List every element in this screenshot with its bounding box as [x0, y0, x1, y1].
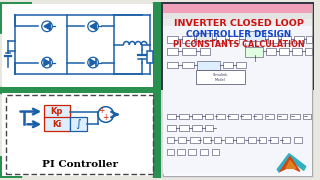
Bar: [163, 13, 312, 19]
Text: PI Controller: PI Controller: [42, 160, 118, 169]
Bar: [259, 137, 267, 143]
Bar: [205, 125, 212, 131]
Text: Ki: Ki: [52, 120, 61, 129]
Bar: [161, 2, 314, 90]
Text: CONTROLLER DESIGN: CONTROLLER DESIGN: [187, 30, 292, 39]
Bar: [179, 125, 189, 131]
Bar: [166, 62, 178, 68]
Wedge shape: [286, 2, 314, 29]
Bar: [236, 62, 246, 68]
Bar: [305, 48, 312, 55]
Polygon shape: [90, 59, 96, 66]
Bar: [182, 62, 194, 68]
Wedge shape: [0, 157, 21, 178]
Wedge shape: [0, 2, 31, 33]
Bar: [2, 93, 153, 176]
Bar: [196, 70, 245, 84]
Bar: [161, 2, 314, 178]
FancyBboxPatch shape: [69, 117, 87, 131]
Bar: [177, 149, 185, 155]
Bar: [166, 137, 174, 143]
Polygon shape: [90, 23, 96, 30]
Bar: [216, 114, 225, 119]
Bar: [182, 36, 194, 43]
Bar: [270, 137, 278, 143]
Bar: [166, 114, 176, 119]
Bar: [229, 36, 239, 43]
Bar: [277, 114, 287, 119]
Bar: [225, 137, 233, 143]
Bar: [303, 114, 311, 119]
Bar: [254, 114, 261, 119]
Bar: [179, 114, 189, 119]
Bar: [294, 36, 304, 43]
Bar: [200, 149, 208, 155]
Text: +: +: [103, 113, 109, 122]
Bar: [294, 137, 302, 143]
Bar: [213, 137, 221, 143]
Bar: [166, 125, 176, 131]
Bar: [265, 114, 274, 119]
Bar: [241, 114, 251, 119]
Text: Kp: Kp: [51, 107, 63, 116]
Bar: [236, 137, 244, 143]
Bar: [205, 114, 212, 119]
Bar: [182, 48, 196, 55]
Bar: [163, 4, 312, 13]
Bar: [190, 137, 200, 143]
Bar: [200, 48, 210, 55]
Text: ∫: ∫: [76, 119, 81, 129]
Bar: [279, 48, 289, 55]
Bar: [147, 51, 153, 63]
Bar: [292, 48, 302, 55]
Bar: [282, 137, 290, 143]
Bar: [166, 36, 178, 43]
Bar: [192, 125, 202, 131]
Bar: [245, 31, 265, 41]
Bar: [163, 26, 312, 174]
Polygon shape: [280, 157, 300, 171]
Text: PI CONSTANTS CALCULATION: PI CONSTANTS CALCULATION: [173, 40, 305, 50]
Bar: [245, 47, 263, 57]
FancyBboxPatch shape: [44, 105, 69, 118]
Polygon shape: [44, 23, 50, 30]
FancyBboxPatch shape: [163, 4, 312, 176]
Text: INVERTER CLOSED LOOP: INVERTER CLOSED LOOP: [174, 19, 304, 28]
Bar: [196, 33, 212, 41]
Text: +: +: [99, 106, 105, 115]
Bar: [2, 4, 153, 87]
Bar: [290, 114, 300, 119]
Bar: [203, 137, 211, 143]
Bar: [178, 137, 186, 143]
Bar: [0, 87, 161, 93]
FancyBboxPatch shape: [44, 117, 69, 131]
Bar: [281, 36, 291, 43]
Bar: [268, 36, 278, 43]
Polygon shape: [44, 59, 50, 66]
Bar: [212, 149, 220, 155]
Bar: [153, 2, 161, 178]
Bar: [163, 19, 312, 26]
Bar: [306, 36, 312, 43]
Bar: [188, 149, 196, 155]
Bar: [223, 62, 233, 68]
Bar: [228, 114, 238, 119]
Bar: [166, 48, 178, 55]
Polygon shape: [277, 154, 306, 172]
Bar: [267, 48, 276, 55]
Polygon shape: [286, 161, 296, 168]
Bar: [216, 36, 225, 43]
Text: Simulink
Model: Simulink Model: [213, 73, 228, 82]
Bar: [197, 61, 220, 70]
Bar: [248, 137, 256, 143]
Bar: [166, 149, 174, 155]
Bar: [192, 114, 202, 119]
Wedge shape: [296, 161, 314, 178]
